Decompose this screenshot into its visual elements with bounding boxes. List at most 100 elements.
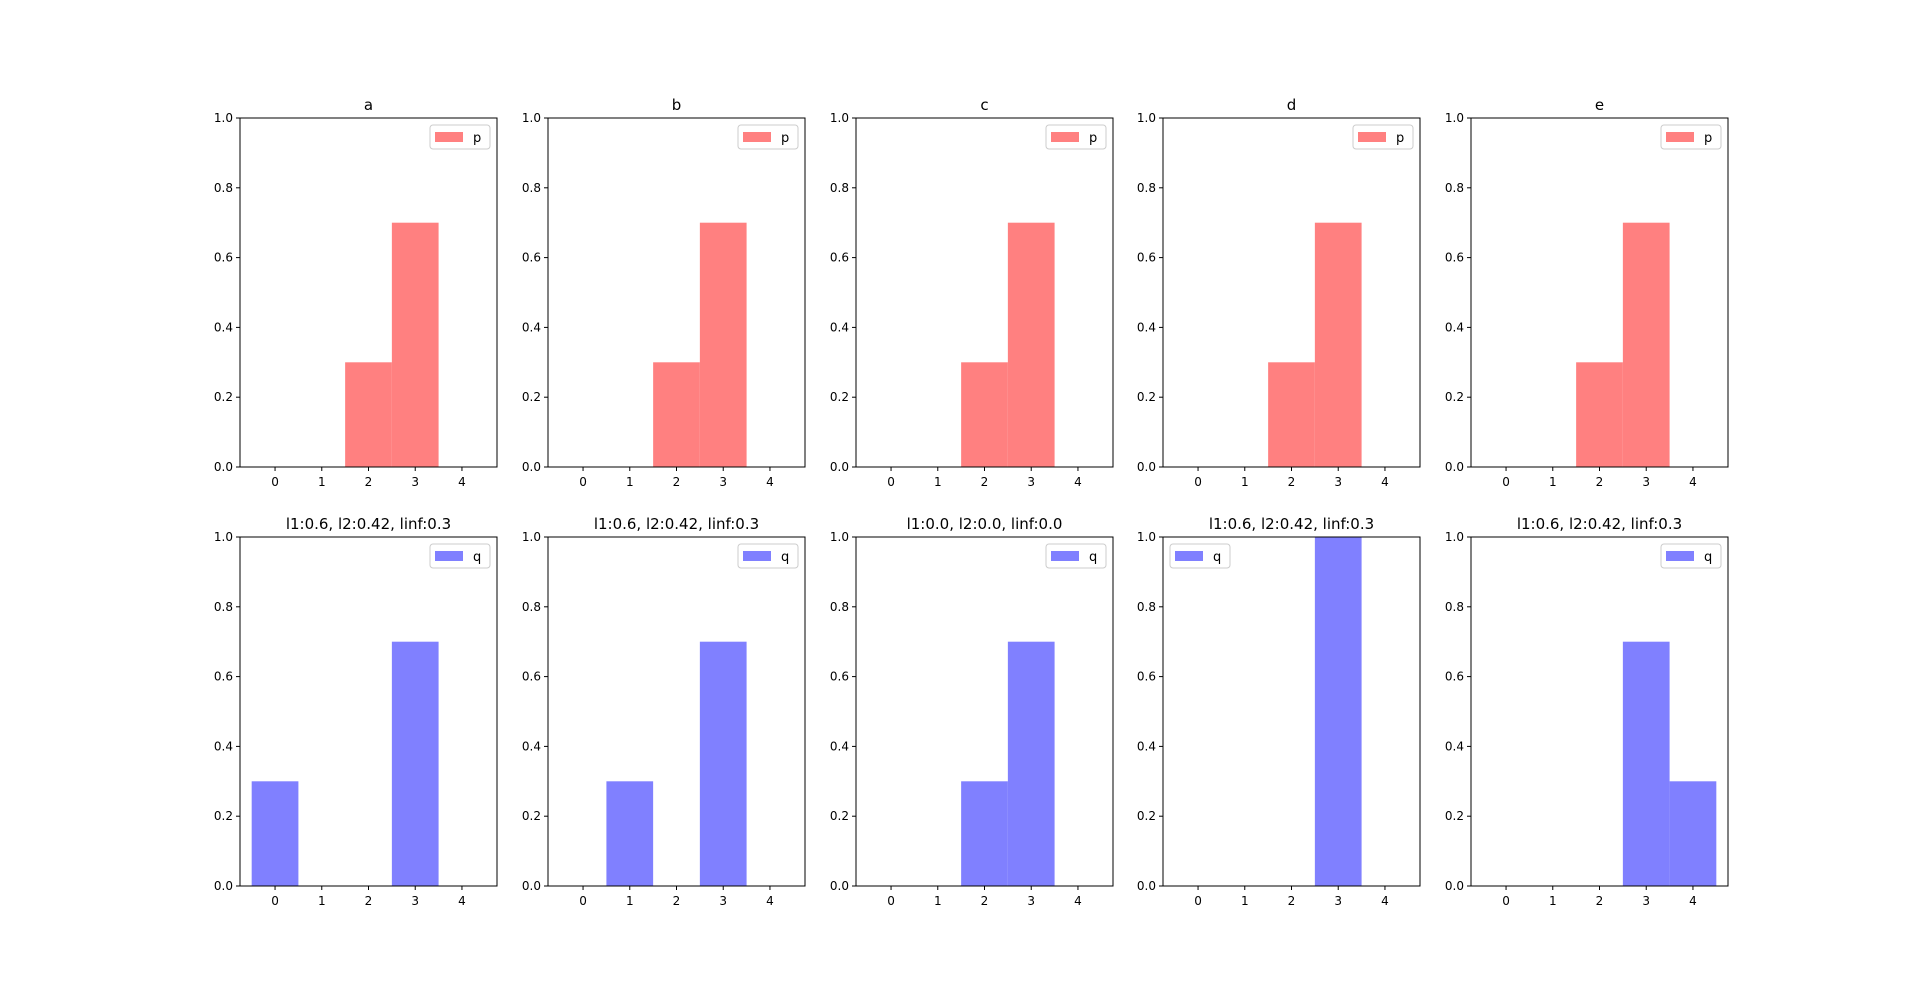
x-tick-label: 3: [1642, 894, 1650, 908]
x-tick-label: 0: [1502, 894, 1510, 908]
x-tick-label: 2: [1288, 894, 1296, 908]
bar: [1622, 641, 1670, 886]
y-tick-label: 1.0: [830, 530, 849, 544]
y-tick-label: 0.6: [522, 251, 541, 265]
y-tick-label: 0.4: [214, 739, 233, 753]
subplot-title: b: [672, 96, 682, 114]
subplot-title: l1:0.6, l2:0.42, linf:0.3: [1209, 515, 1374, 533]
x-tick-label: 4: [1381, 894, 1389, 908]
bar: [391, 641, 439, 886]
x-tick-label: 1: [1241, 475, 1249, 489]
y-tick-label: 0.0: [1137, 460, 1156, 474]
y-tick-label: 0.8: [1445, 181, 1464, 195]
y-tick-label: 1.0: [522, 111, 541, 125]
subplot-title: l1:0.6, l2:0.42, linf:0.3: [286, 515, 451, 533]
legend: q: [737, 543, 799, 569]
legend-swatch: [743, 551, 771, 561]
x-tick-label: 1: [626, 894, 634, 908]
y-tick-label: 0.4: [1445, 739, 1464, 753]
x-tick-label: 2: [673, 894, 681, 908]
y-tick-label: 0.6: [1137, 251, 1156, 265]
bar: [1314, 222, 1362, 467]
x-tick-label: 0: [579, 475, 587, 489]
x-tick-label: 2: [1596, 894, 1604, 908]
y-tick-label: 0.6: [830, 670, 849, 684]
x-tick-label: 1: [1241, 894, 1249, 908]
bar: [345, 362, 392, 467]
legend-label: q: [1704, 550, 1712, 565]
x-tick-label: 4: [1689, 894, 1697, 908]
y-tick-label: 0.2: [214, 390, 233, 404]
legend: p: [737, 124, 799, 150]
legend-label: q: [1089, 550, 1097, 565]
x-tick-label: 4: [1381, 475, 1389, 489]
y-tick-label: 0.2: [1137, 390, 1156, 404]
subplot-title: c: [980, 96, 988, 114]
subplot-title: e: [1595, 96, 1604, 114]
x-tick-label: 1: [1549, 475, 1557, 489]
legend-swatch: [1666, 132, 1694, 142]
bar: [699, 641, 747, 886]
y-tick-label: 1.0: [830, 111, 849, 125]
x-tick-label: 0: [1194, 894, 1202, 908]
legend-label: p: [1396, 131, 1404, 146]
x-tick-label: 0: [1194, 475, 1202, 489]
y-tick-label: 0.8: [522, 600, 541, 614]
bar: [251, 781, 299, 886]
x-tick-label: 2: [1288, 475, 1296, 489]
subplot-9: l1:0.6, l2:0.42, linf:0.3 0 1 2 3 4 0.0 0.2 0.4 0…: [1445, 515, 1729, 908]
x-tick-label: 3: [1334, 475, 1342, 489]
legend-label: p: [1089, 131, 1097, 146]
y-tick-label: 0.4: [1137, 739, 1156, 753]
axes-frame: [547, 536, 806, 887]
legend-label: p: [1704, 131, 1712, 146]
x-tick-label: 1: [626, 475, 634, 489]
y-tick-label: 0.8: [522, 181, 541, 195]
x-tick-label: 4: [1074, 475, 1082, 489]
y-tick-label: 1.0: [1137, 111, 1156, 125]
y-tick-label: 0.0: [522, 460, 541, 474]
y-tick-label: 0.2: [1445, 390, 1464, 404]
bar: [1007, 222, 1055, 467]
bar: [606, 781, 654, 886]
y-tick-label: 1.0: [1445, 111, 1464, 125]
bar: [1622, 222, 1670, 467]
y-tick-label: 0.8: [1137, 181, 1156, 195]
legend-swatch: [435, 132, 463, 142]
legend-label: p: [781, 131, 789, 146]
y-tick-label: 0.0: [214, 460, 233, 474]
x-tick-label: 2: [1596, 475, 1604, 489]
x-tick-label: 0: [887, 894, 895, 908]
x-tick-label: 4: [766, 475, 774, 489]
y-tick-label: 0.8: [1137, 600, 1156, 614]
subplot-6: l1:0.6, l2:0.42, linf:0.3 0 1 2 3 4 0.0 0.2 0.4 0…: [522, 515, 806, 908]
y-tick-label: 0.4: [522, 739, 541, 753]
subplot-7: l1:0.0, l2:0.0, linf:0.0 0 1 2 3 4 0.0 0.2 0.4 0.…: [830, 515, 1114, 908]
y-tick-label: 0.0: [830, 460, 849, 474]
y-tick-label: 0.2: [1137, 809, 1156, 823]
legend-swatch: [743, 132, 771, 142]
x-tick-label: 3: [719, 475, 727, 489]
y-tick-label: 0.0: [522, 879, 541, 893]
legend-swatch: [1175, 551, 1203, 561]
y-tick-label: 0.4: [830, 320, 849, 334]
legend: q: [1660, 543, 1722, 569]
y-tick-label: 0.4: [1137, 320, 1156, 334]
subplot-title: l1:0.6, l2:0.42, linf:0.3: [594, 515, 759, 533]
legend: p: [1045, 124, 1107, 150]
y-tick-label: 1.0: [1445, 530, 1464, 544]
x-tick-label: 4: [458, 894, 466, 908]
y-tick-label: 0.0: [1445, 460, 1464, 474]
x-tick-label: 1: [318, 894, 326, 908]
y-tick-label: 0.2: [830, 390, 849, 404]
y-tick-label: 0.2: [214, 809, 233, 823]
x-tick-label: 4: [766, 894, 774, 908]
legend-label: q: [473, 550, 481, 565]
y-tick-label: 0.8: [830, 181, 849, 195]
x-tick-label: 0: [887, 475, 895, 489]
subplot-5: l1:0.6, l2:0.42, linf:0.3 0 1 2 3 4 0.0 0.2 0.4 0…: [214, 515, 498, 908]
y-tick-label: 0.6: [214, 670, 233, 684]
y-tick-label: 1.0: [1137, 530, 1156, 544]
legend-swatch: [1358, 132, 1386, 142]
legend: p: [1352, 124, 1414, 150]
